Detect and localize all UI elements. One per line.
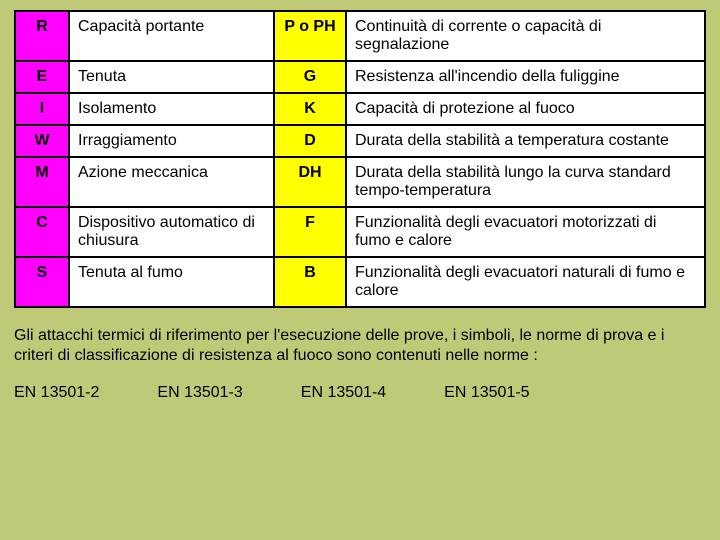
- table-row: W Irraggiamento D Durata della stabilità…: [15, 125, 705, 157]
- code-left: W: [15, 125, 69, 157]
- table-row: I Isolamento K Capacità di protezione al…: [15, 93, 705, 125]
- norm-item: EN 13501-3: [157, 384, 242, 402]
- desc-left: Dispositivo automatico di chiusura: [69, 207, 274, 257]
- code-left: S: [15, 257, 69, 307]
- table-row: S Tenuta al fumo B Funzionalità degli ev…: [15, 257, 705, 307]
- desc-left: Capacità portante: [69, 11, 274, 61]
- intro-paragraph: Gli attacchi termici di riferimento per …: [14, 326, 706, 366]
- desc-right: Continuità di corrente o capacità di seg…: [346, 11, 705, 61]
- code-left: I: [15, 93, 69, 125]
- table-row: R Capacità portante P o PH Continuità di…: [15, 11, 705, 61]
- classification-table: R Capacità portante P o PH Continuità di…: [14, 10, 706, 308]
- code-left: M: [15, 157, 69, 207]
- norm-item: EN 13501-4: [301, 384, 386, 402]
- code-left: E: [15, 61, 69, 93]
- desc-left: Tenuta: [69, 61, 274, 93]
- desc-right: Capacità di protezione al fuoco: [346, 93, 705, 125]
- table-row: E Tenuta G Resistenza all'incendio della…: [15, 61, 705, 93]
- desc-right: Funzionalità degli evacuatori naturali d…: [346, 257, 705, 307]
- desc-left: Azione meccanica: [69, 157, 274, 207]
- code-right: D: [274, 125, 346, 157]
- desc-right: Funzionalità degli evacuatori motorizzat…: [346, 207, 705, 257]
- code-right: B: [274, 257, 346, 307]
- desc-left: Tenuta al fumo: [69, 257, 274, 307]
- desc-right: Resistenza all'incendio della fuliggine: [346, 61, 705, 93]
- code-right: F: [274, 207, 346, 257]
- table-row: M Azione meccanica DH Durata della stabi…: [15, 157, 705, 207]
- desc-right: Durata della stabilità a temperatura cos…: [346, 125, 705, 157]
- code-left: C: [15, 207, 69, 257]
- desc-right: Durata della stabilità lungo la curva st…: [346, 157, 705, 207]
- code-right: K: [274, 93, 346, 125]
- code-right: G: [274, 61, 346, 93]
- norms-list: EN 13501-2 EN 13501-3 EN 13501-4 EN 1350…: [14, 384, 706, 402]
- desc-left: Isolamento: [69, 93, 274, 125]
- code-right: DH: [274, 157, 346, 207]
- norm-item: EN 13501-5: [444, 384, 529, 402]
- norm-item: EN 13501-2: [14, 384, 99, 402]
- code-left: R: [15, 11, 69, 61]
- desc-left: Irraggiamento: [69, 125, 274, 157]
- table-body: R Capacità portante P o PH Continuità di…: [15, 11, 705, 307]
- table-row: C Dispositivo automatico di chiusura F F…: [15, 207, 705, 257]
- code-right: P o PH: [274, 11, 346, 61]
